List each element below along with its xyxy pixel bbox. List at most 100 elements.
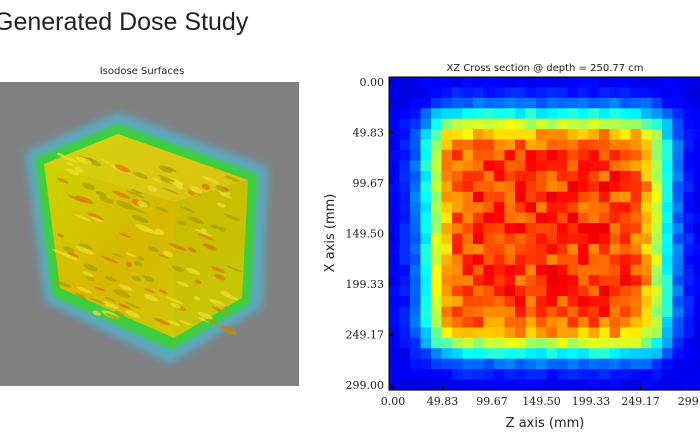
heatmap-cell xyxy=(431,358,443,370)
heatmap-cell xyxy=(567,77,579,89)
heatmap-cell xyxy=(578,358,590,370)
x-tick-label: 99.67 xyxy=(476,395,508,408)
heatmap-cell xyxy=(567,316,579,328)
heatmap-cell xyxy=(431,233,443,245)
isosurface-texture xyxy=(214,274,226,281)
heatmap-cell xyxy=(620,264,632,276)
heatmap-cell xyxy=(683,254,695,266)
heatmap-cell xyxy=(441,118,453,130)
isosurface-texture xyxy=(115,164,131,173)
heatmap-cell xyxy=(683,296,695,308)
heatmap-cell xyxy=(410,150,422,162)
heatmap-cell xyxy=(515,97,527,109)
heatmap-cell xyxy=(557,118,569,130)
heatmap-cell xyxy=(462,296,474,308)
heatmap-cell xyxy=(651,316,663,328)
heatmap-cell xyxy=(515,181,527,193)
heatmap-cell xyxy=(672,160,684,172)
isosurface-texture xyxy=(154,228,165,235)
heatmap-cell xyxy=(441,285,453,297)
heatmap-cell xyxy=(483,223,495,235)
heatmap-cell xyxy=(641,369,653,381)
heatmap-cell xyxy=(536,87,548,99)
isosurface-texture xyxy=(68,252,79,258)
heatmap-cell xyxy=(662,202,674,214)
heatmap-cell xyxy=(609,97,621,109)
heatmap-cell xyxy=(609,87,621,99)
x-tick-label: 199.33 xyxy=(572,395,611,408)
heatmap-cell xyxy=(420,337,432,349)
heatmap-cell xyxy=(588,358,600,370)
heatmap-cell xyxy=(410,202,422,214)
heatmap-cell xyxy=(588,139,600,151)
heatmap-cell xyxy=(672,223,684,235)
heatmap-cell xyxy=(389,316,401,328)
heatmap-cell xyxy=(473,170,485,182)
heatmap-cell xyxy=(599,348,611,360)
heatmap-cell xyxy=(462,243,474,255)
heatmap-cell xyxy=(504,243,516,255)
heatmap-cell xyxy=(641,233,653,245)
heatmap-cell xyxy=(504,181,516,193)
heatmap-cell xyxy=(630,233,642,245)
isosurface-texture xyxy=(92,310,101,316)
heatmap-cell xyxy=(546,181,558,193)
heatmap-cell xyxy=(630,316,642,328)
heatmap-cell xyxy=(578,191,590,203)
heatmap-cell xyxy=(567,139,579,151)
x-tick-label: 249.17 xyxy=(621,395,660,408)
heatmap-cell xyxy=(546,202,558,214)
heatmap-cell xyxy=(431,223,443,235)
heatmap-cell xyxy=(483,264,495,276)
heatmap-cell xyxy=(504,275,516,287)
heatmap-cell xyxy=(473,97,485,109)
isosurface-texture xyxy=(137,256,144,261)
heatmap-cell xyxy=(410,181,422,193)
heatmap-cell xyxy=(683,108,695,120)
heatmap-cell xyxy=(420,108,432,120)
isosurface-texture xyxy=(209,298,226,307)
heatmap-cell xyxy=(630,108,642,120)
heatmap-cell xyxy=(525,108,537,120)
heatmap-cell xyxy=(515,264,527,276)
heatmap-cell xyxy=(536,379,548,391)
heatmap-cell xyxy=(515,118,527,130)
heatmap-cell xyxy=(557,264,569,276)
heatmap-cell xyxy=(431,202,443,214)
heatmap-cell xyxy=(630,379,642,391)
heatmap-cell xyxy=(683,327,695,339)
heatmap-cell xyxy=(473,150,485,162)
heatmap-cell xyxy=(452,306,464,318)
heatmap-cell xyxy=(630,243,642,255)
heatmap-cell xyxy=(494,348,506,360)
isosurface-texture xyxy=(137,200,148,208)
heatmap-cell xyxy=(546,275,558,287)
heatmap-cell xyxy=(599,97,611,109)
heatmap-cell xyxy=(578,202,590,214)
heatmap-cell xyxy=(641,129,653,141)
heatmap-cell xyxy=(504,285,516,297)
heatmap-cell xyxy=(420,358,432,370)
y-tick-label: 49.83 xyxy=(353,127,385,140)
heatmap-cell xyxy=(672,306,684,318)
heatmap-cell xyxy=(494,212,506,224)
heatmap-cell xyxy=(441,191,453,203)
heatmap-cell xyxy=(630,285,642,297)
heatmap-cell xyxy=(410,139,422,151)
heatmap-cell xyxy=(452,316,464,328)
heatmap-cell xyxy=(483,97,495,109)
heatmap-cell xyxy=(420,150,432,162)
isodose-3d-view[interactable] xyxy=(0,82,299,386)
heatmap-cell xyxy=(546,223,558,235)
isosurface-texture xyxy=(62,155,79,163)
heatmap-cell xyxy=(515,212,527,224)
isosurface-texture xyxy=(201,176,220,184)
heatmap-cell xyxy=(483,129,495,141)
heatmap-cell xyxy=(651,150,663,162)
heatmap-cell xyxy=(662,243,674,255)
heatmap-cell xyxy=(504,202,516,214)
heatmap-cell xyxy=(536,264,548,276)
heatmap-cell xyxy=(399,87,411,99)
heatmap-cell xyxy=(494,358,506,370)
heatmap-cell xyxy=(609,348,621,360)
